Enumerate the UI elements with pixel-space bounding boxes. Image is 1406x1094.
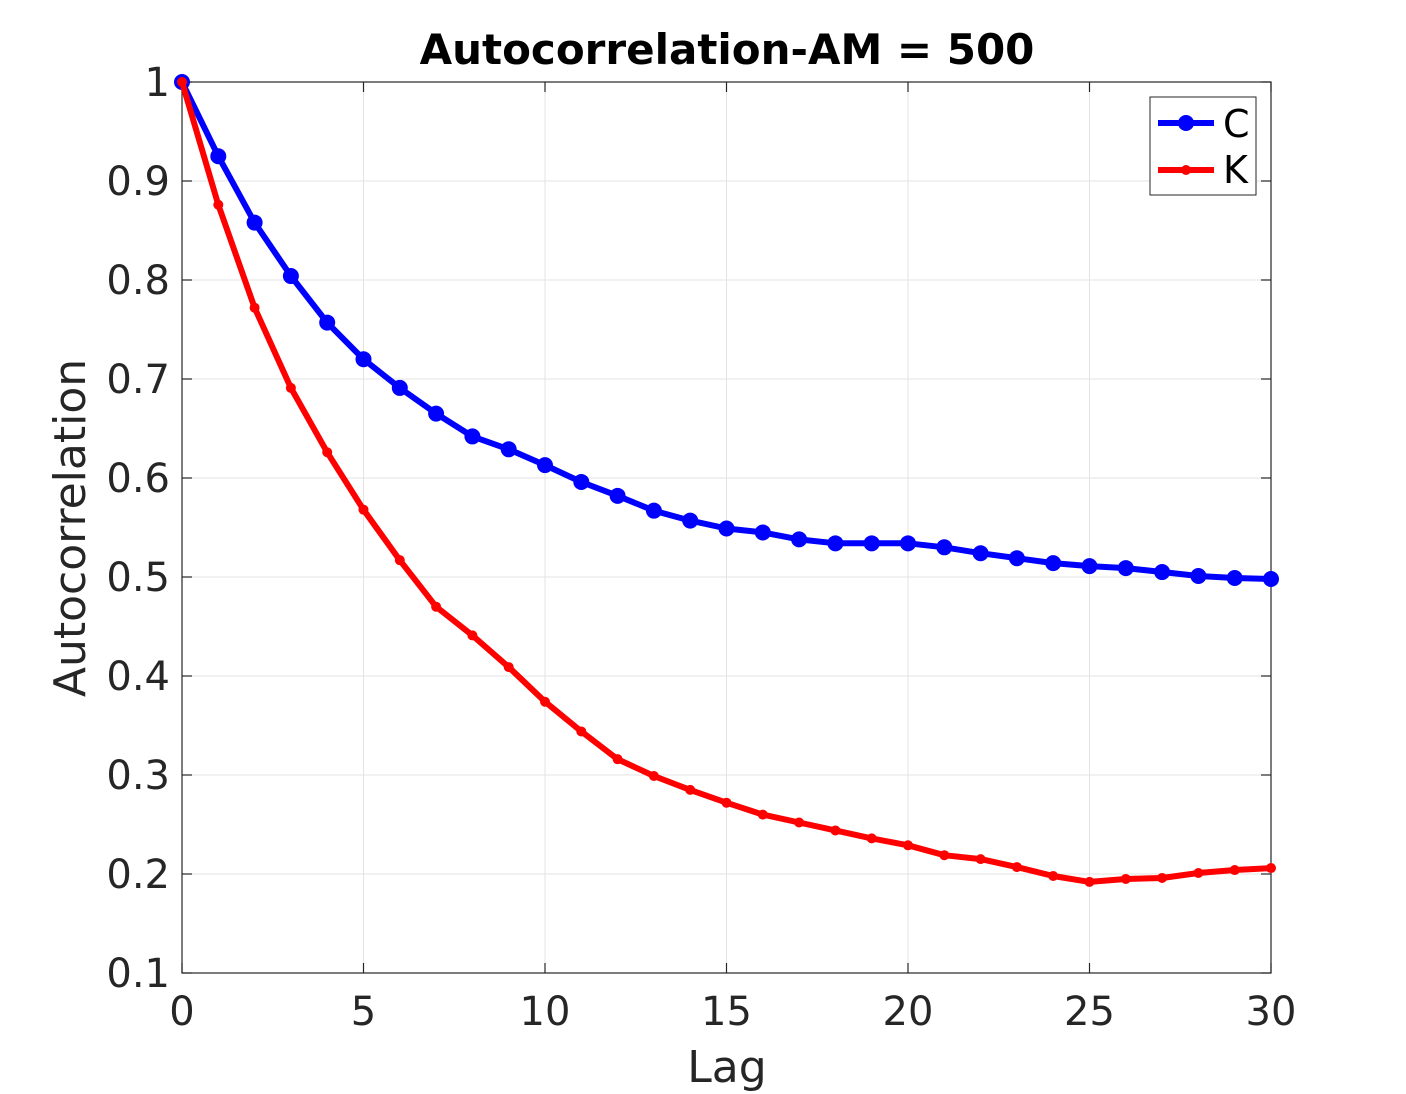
series-k-point [1120,873,1131,884]
series-k-point [1266,863,1276,874]
y-tick-label: 0.2 [106,852,170,898]
y-axis-label: Autocorrelation [45,359,96,697]
y-tick-label: 0.6 [106,456,170,502]
series-k-point [213,199,224,210]
series-k-point [1084,876,1095,887]
series-c-point [391,379,408,396]
x-tick-label: 20 [883,989,934,1035]
series-c-point [464,428,481,445]
y-tick-label: 0.3 [106,753,170,799]
legend: C K [1149,96,1257,196]
series-c-point [428,405,445,422]
series-k-point [975,854,986,865]
y-tick-label: 1 [145,60,170,106]
series-k-point [794,817,805,828]
series-k-point [177,77,187,87]
series-k-point [830,825,841,836]
series-k-point [394,555,405,566]
series-k-point [939,850,950,861]
series-c [174,74,1279,587]
series-c-point [1117,560,1134,577]
series-c-point [645,502,662,519]
x-axis-label: Lag [687,1042,766,1093]
series-k-point [431,601,442,612]
series-c-point [573,473,590,490]
series-c-point [827,535,844,552]
series-c-point [1226,569,1243,586]
series-lines [174,74,1279,887]
series-k-point [285,382,296,393]
series-c-point [863,535,880,552]
series-c-point [682,512,699,529]
x-tick-label: 5 [351,989,376,1035]
legend-marker-k [1181,165,1191,175]
series-k-point [322,447,333,458]
legend-label-k: K [1223,148,1249,192]
series-c-point [1045,555,1062,572]
y-tick-label: 0.5 [106,555,170,601]
series-c-point [319,314,336,331]
x-tick-label: 0 [169,989,194,1035]
series-k-point [612,754,623,765]
series-k-point [648,770,659,781]
series-c-point [1190,568,1207,585]
x-tick-label: 30 [1246,989,1297,1035]
series-c-point [609,487,626,504]
series-c-point [537,457,553,474]
series-c-point [1263,570,1279,587]
y-tick-label: 0.7 [106,357,170,403]
series-c-point [718,520,735,537]
series-k-point [1193,868,1204,879]
y-tick-label: 0.1 [106,951,170,997]
series-k-point [685,784,696,795]
legend-label-c: C [1223,102,1250,146]
series-k-point [903,840,913,851]
series-k-point [358,504,369,515]
y-tick-label: 0.4 [106,654,170,700]
series-k-point [576,726,587,737]
series-k-point [1157,872,1168,883]
chart-title: Autocorrelation-AM = 500 [420,25,1035,74]
series-k-point [540,696,550,707]
series-c-point [900,535,916,552]
series-c-point [210,148,227,165]
y-tick-label: 0.9 [106,159,170,205]
axis-ticks: 0 5 10 15 20 25 30 0.1 0.2 0.3 0.4 0.5 0.6 0.7 0.8 0.9 1 [106,60,1296,1035]
series-c-point [972,545,989,562]
series-k-point [467,630,478,641]
series-c-point [500,441,517,458]
series-k-point [757,809,768,820]
x-tick-label: 10 [520,989,571,1035]
series-c-point [1154,564,1171,581]
series-c-point [1008,550,1025,567]
series-k-point [721,797,732,808]
series-c-point [791,531,808,548]
y-tick-label: 0.8 [106,258,170,304]
legend-marker-c [1178,115,1194,131]
series-k-point [1048,870,1059,881]
series-k-point [503,662,514,673]
series-k [177,77,1276,887]
series-c-point [936,539,953,556]
series-c-point [282,268,299,285]
series-c-point [246,214,263,231]
series-k-point [1011,862,1022,873]
series-k-point [1229,865,1240,876]
series-c-point [754,524,771,541]
legend-box [1149,96,1257,196]
series-c-point [1081,558,1098,575]
series-k-point [866,833,877,844]
x-tick-label: 15 [701,989,752,1035]
x-tick-label: 25 [1064,989,1115,1035]
series-k-point [249,302,260,313]
series-c-point [355,351,372,368]
